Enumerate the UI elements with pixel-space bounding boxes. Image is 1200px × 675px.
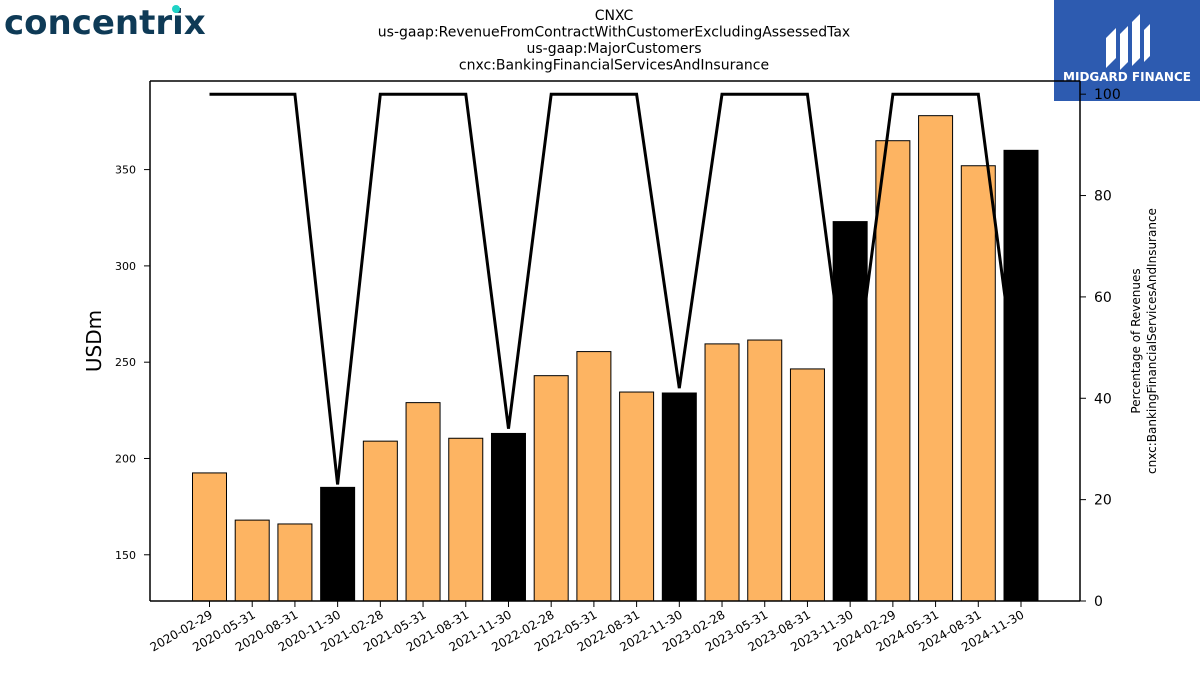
bar-2022-11-30: [661, 392, 697, 602]
right-y-axis-label-line: Percentage of Revenues: [1129, 268, 1143, 413]
bar-2021-02-28: [362, 440, 398, 602]
bar-2020-08-31: [277, 523, 313, 602]
bar-2024-08-31: [960, 165, 996, 602]
left-y-tick-label: 200: [115, 452, 136, 465]
bar-2023-08-31: [789, 368, 825, 602]
bars: [192, 115, 1039, 602]
left-y-tick-label: 150: [115, 549, 136, 562]
concentrix-logo: concentrix: [4, 3, 206, 43]
percentage-line-series: [209, 92, 1023, 485]
bar-2020-11-30: [320, 486, 356, 602]
right-y-tick-label: 60: [1094, 290, 1112, 306]
bar-2022-05-31: [576, 351, 612, 602]
chart-title-line: cnxc:BankingFinancialServicesAndInsuranc…: [459, 58, 769, 74]
bar-2021-11-30: [490, 432, 526, 602]
right-y-tick-label: 40: [1094, 391, 1112, 407]
right-y-axis-label: Percentage of Revenues cnxc:BankingFinanc…: [1129, 208, 1159, 474]
bar-2020-02-29: [192, 472, 227, 602]
bar-2021-08-31: [448, 437, 484, 602]
bar-2024-02-29: [875, 140, 911, 602]
chart-title: CNXCus-gaap:RevenueFromContractWithCusto…: [378, 8, 850, 74]
midgard-emblem-icon: [1106, 14, 1150, 70]
left-y-axis-label: USDm: [82, 310, 106, 372]
bar-2022-02-28: [533, 375, 569, 602]
right-y-tick-label: 20: [1094, 493, 1112, 509]
chart-title-line: us-gaap:MajorCustomers: [526, 41, 701, 57]
left-y-tick-label: 250: [115, 356, 136, 369]
bar-2022-08-31: [619, 391, 655, 602]
left-y-tick-label: 350: [115, 164, 136, 177]
midgard-logo: MIDGARD FINANCE: [1054, 0, 1200, 101]
bar-2024-11-30: [1003, 149, 1039, 602]
axes: [149, 80, 1081, 602]
bar-2023-02-28: [704, 343, 740, 602]
chart-title-line: CNXC: [595, 8, 634, 24]
midgard-logo-text: MIDGARD FINANCE: [1063, 70, 1191, 84]
left-y-tick-label: 300: [115, 260, 136, 273]
bar-2023-05-31: [747, 339, 783, 602]
right-y-axis-ticks: 0 20 40 60 80 100: [1080, 87, 1121, 610]
bar-2024-05-31: [918, 115, 954, 602]
logo-dot-icon: [172, 5, 180, 13]
percentage-line: [209, 92, 1023, 485]
right-y-tick-label: 80: [1094, 189, 1112, 205]
bar-2021-05-31: [405, 402, 441, 602]
right-y-tick-label: 0: [1094, 594, 1103, 610]
x-axis-ticks: 2020-02-292020-05-312020-08-312020-11-30…: [148, 601, 1027, 654]
right-y-tick-label: 100: [1094, 87, 1121, 103]
bar-2020-05-31: [234, 519, 270, 602]
right-y-axis-label-line: cnxc:BankingFinancialServicesAndInsuranc…: [1145, 208, 1159, 474]
left-y-axis-ticks: 150 200 250 300 350: [115, 164, 150, 562]
chart-title-line: us-gaap:RevenueFromContractWithCustomerE…: [378, 25, 850, 41]
